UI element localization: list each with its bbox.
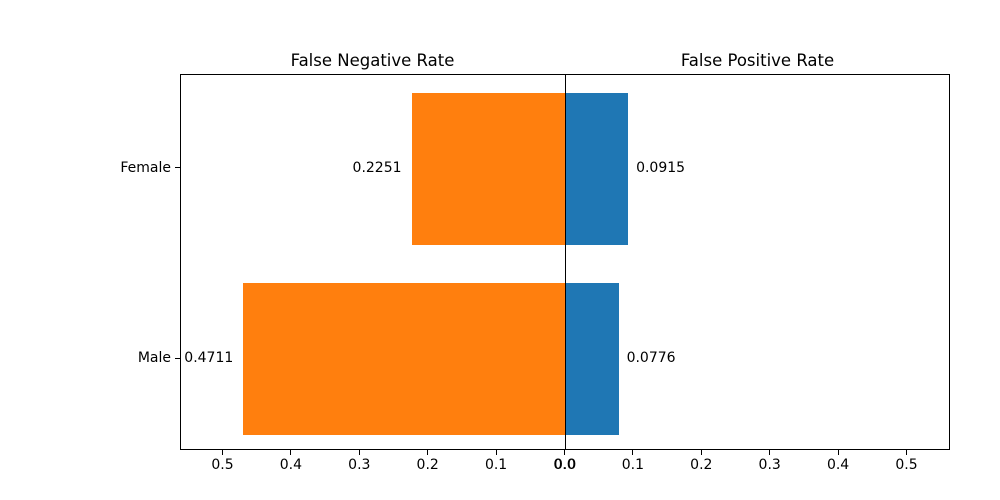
- x-tick-label-7: 0.2: [690, 457, 713, 473]
- zero-axis-line: [564, 75, 567, 449]
- bar-male-false-negative-rate: [243, 283, 566, 435]
- bar-female-false-positive-rate: [565, 92, 629, 245]
- x-tick-label-2: 0.3: [348, 457, 371, 473]
- x-axis-tick-10: [906, 450, 907, 455]
- y-axis-tick-male: [175, 357, 180, 359]
- x-axis-tick-9: [837, 450, 839, 455]
- value-label-fnr-female: 0.2251: [352, 159, 402, 176]
- x-axis-tick-1: [290, 450, 292, 455]
- x-axis-tick-7: [700, 450, 702, 455]
- x-axis-tick-6: [632, 450, 634, 455]
- y-tick-label-male: Male: [137, 350, 171, 366]
- x-tick-label-0: 0.5: [211, 457, 234, 473]
- x-tick-label-9: 0.4: [826, 457, 850, 473]
- x-tick-label-5: 0.0: [553, 457, 576, 473]
- y-tick-label-female: Female: [120, 159, 171, 176]
- x-axis-tick-0: [222, 450, 223, 455]
- x-axis-tick-3: [427, 450, 429, 455]
- x-tick-label-10: 0.5: [895, 457, 918, 473]
- x-axis-tick-5: [564, 450, 565, 455]
- bar-female-false-negative-rate: [411, 92, 566, 245]
- y-axis-tick-female: [175, 167, 180, 168]
- plot-area: 0.2251 0.0915 0.4711 0.0776: [180, 74, 950, 450]
- x-tick-label-3: 0.2: [416, 457, 439, 473]
- x-axis-tick-8: [769, 450, 771, 455]
- x-tick-label-8: 0.3: [758, 457, 781, 473]
- value-label-fnr-male: 0.4711: [184, 350, 234, 366]
- x-tick-label-6: 0.1: [621, 457, 645, 473]
- bar-male-false-positive-rate: [565, 283, 619, 435]
- left-axes-title: False Negative Rate: [290, 51, 455, 70]
- right-axes-title: False Positive Rate: [680, 51, 835, 70]
- x-axis-tick-4: [495, 450, 497, 455]
- x-axis-tick-2: [358, 450, 360, 455]
- x-tick-label-1: 0.4: [279, 457, 303, 473]
- value-label-fpr-female: 0.0915: [636, 159, 686, 176]
- value-label-fpr-male: 0.0776: [626, 350, 676, 366]
- x-tick-label-4: 0.1: [484, 457, 508, 473]
